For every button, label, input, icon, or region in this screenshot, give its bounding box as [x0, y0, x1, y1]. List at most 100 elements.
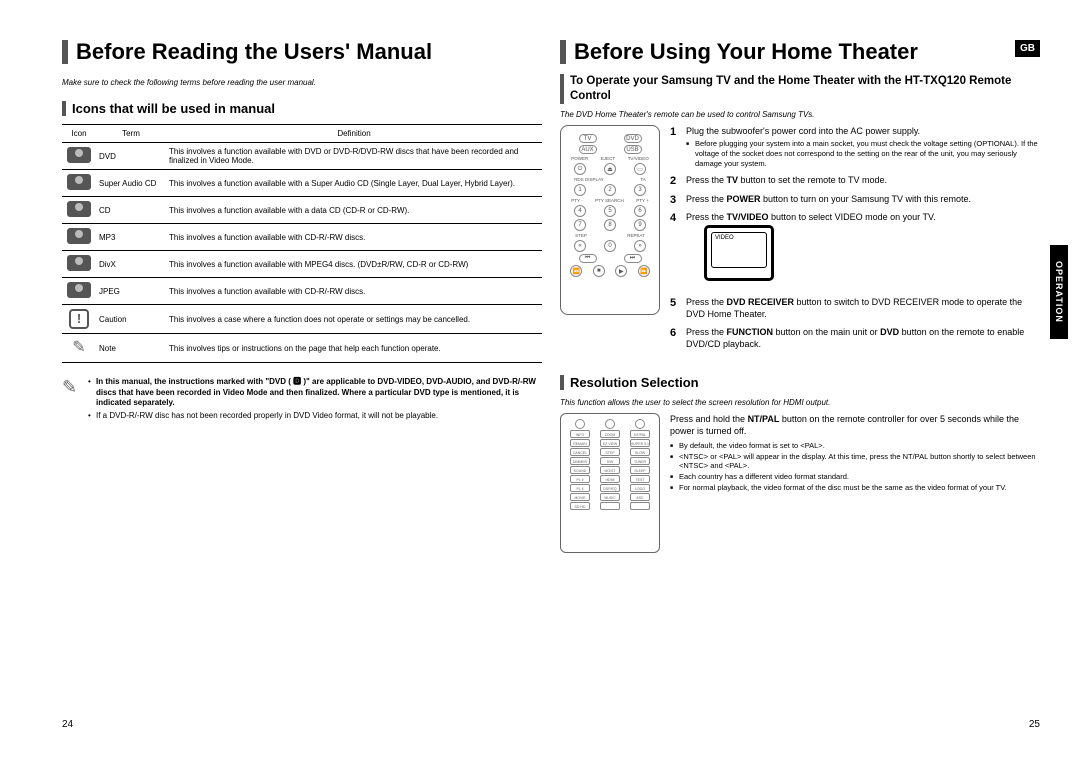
instruction-step: Plug the subwoofer's power cord into the… [670, 125, 1040, 168]
operation-tab: OPERATION [1050, 245, 1068, 339]
resolution-instruction: Press and hold the NT/PAL button on the … [670, 413, 1040, 437]
manual-note: In this manual, the instructions marked … [88, 377, 542, 408]
remote-key: STEP [600, 448, 620, 456]
caution-icon: ! [69, 309, 89, 329]
remote-key: DSP/EQ [600, 484, 620, 492]
th-term: Term [96, 125, 166, 143]
resolution-note: For normal playback, the video format of… [670, 483, 1040, 493]
remote-key [630, 502, 650, 510]
operate-section: TVDVD AUXUSB POWEREJECTTV/VIDEO ⏻⏏▭ RDS … [560, 125, 1040, 357]
mp3-icon [67, 228, 91, 244]
remote-key: MOVIE [570, 493, 590, 501]
remote-key: SLEEP [630, 466, 650, 474]
remote-key: EZ VIEW [600, 439, 620, 447]
remote-key: MO/ST [600, 466, 620, 474]
remote-key: SD HD [570, 502, 590, 510]
table-row: DivXThis involves a function available w… [62, 251, 542, 278]
table-row: Super Audio CDThis involves a function a… [62, 170, 542, 197]
remote-key: SOUND EDIT [570, 466, 590, 474]
table-row: MP3This involves a function available wi… [62, 224, 542, 251]
remote-key: CANCEL [570, 448, 590, 456]
remote-key: PL II MODE [570, 475, 590, 483]
definition-cell: This involves a function available with … [166, 170, 542, 197]
remote-key: LOGO [630, 484, 650, 492]
jpeg-icon [67, 282, 91, 298]
left-intro: Make sure to check the following terms b… [62, 78, 542, 87]
remote-key: ASC [630, 493, 650, 501]
manual-note: If a DVD-R/-RW disc has not been recorde… [88, 411, 542, 421]
term-cell: Caution [96, 305, 166, 334]
resolution-section: INFO ZOOM NT/PAL REMAIN EZ VIEW SUPER 5.1 CANC… [560, 413, 1040, 553]
right-intro-2: This function allows the user to select … [560, 398, 1040, 407]
table-row: ! CautionThis involves a case where a fun… [62, 305, 542, 334]
resolution-note: By default, the video format is set to <… [670, 441, 1040, 451]
right-intro-1: The DVD Home Theater's remote can be use… [560, 110, 1040, 119]
th-icon: Icon [62, 125, 96, 143]
table-row: DVDThis involves a function available wi… [62, 143, 542, 170]
term-cell: CD [96, 197, 166, 224]
right-subheading-1: To Operate your Samsung TV and the Home … [560, 74, 1040, 104]
cd-icon [67, 201, 91, 217]
divx-icon [67, 255, 91, 271]
remote-key: TEST TONE [630, 475, 650, 483]
remote-aux-btn: AUX [579, 145, 597, 154]
remote-top-illustration: TVDVD AUXUSB POWEREJECTTV/VIDEO ⏻⏏▭ RDS … [560, 125, 660, 357]
th-def: Definition [166, 125, 542, 143]
remote-usb-btn: USB [624, 145, 642, 154]
remote-dvd-btn: DVD [624, 134, 642, 143]
definition-cell: This involves a function available with … [166, 251, 542, 278]
sub-note: Before plugging your system into a main … [686, 139, 1040, 168]
dvd-icon [67, 147, 91, 163]
tv-screen-icon: VIDEO [704, 225, 774, 281]
note-icon: ✎ [69, 338, 89, 358]
right-page-number: 25 [1029, 719, 1040, 730]
remote-key: SUPER 5.1 [630, 439, 650, 447]
manual-notes: ✎ In this manual, the instructions marke… [62, 377, 542, 425]
term-cell: JPEG [96, 278, 166, 305]
definition-cell: This involves a case where a function do… [166, 305, 542, 334]
remote-key: PL II EFFECT [570, 484, 590, 492]
instruction-step: Press the DVD RECEIVER button to switch … [670, 296, 1040, 320]
remote-bottom-illustration: INFO ZOOM NT/PAL REMAIN EZ VIEW SUPER 5.1 CANC… [560, 413, 660, 553]
right-page: Before Using Your Home Theater GB OPERAT… [560, 40, 1040, 730]
table-row: ✎ NoteThis involves tips or instructions … [62, 334, 542, 363]
remote-key: S/W LEVEL [600, 457, 620, 465]
remote-key: INFO [570, 430, 590, 438]
right-subheading-2: Resolution Selection [560, 375, 1040, 390]
remote-key: ZOOM [600, 430, 620, 438]
instruction-step: Press the POWER button to turn on your S… [670, 193, 1040, 205]
power-icon: ⏻ [574, 163, 586, 175]
icon-definition-table: Icon Term Definition DVDThis involves a … [62, 124, 542, 363]
note-icon: ✎ [62, 377, 88, 425]
remote-key: TUNER MEMORY [630, 457, 650, 465]
remote-key: NT/PAL [630, 430, 650, 438]
left-page-number: 24 [62, 719, 73, 730]
resolution-note: <NTSC> or <PAL> will appear in the displ… [670, 452, 1040, 472]
remote-key: SLOW [630, 448, 650, 456]
definition-cell: This involves a function available with … [166, 278, 542, 305]
term-cell: Super Audio CD [96, 170, 166, 197]
tvvideo-icon: ▭ [634, 163, 646, 175]
instruction-step: Press the TV button to set the remote to… [670, 174, 1040, 186]
remote-key [600, 502, 620, 510]
remote-key: MUSIC [600, 493, 620, 501]
term-cell: DVD [96, 143, 166, 170]
remote-key: HDMI AUDIO [600, 475, 620, 483]
gb-badge: GB [1015, 40, 1040, 57]
instruction-step: Press the FUNCTION button on the main un… [670, 326, 1040, 350]
definition-cell: This involves a function available with … [166, 197, 542, 224]
remote-key: REMAIN [570, 439, 590, 447]
definition-cell: This involves a function available with … [166, 143, 542, 170]
instruction-step: Press the TV/VIDEO button to select VIDE… [670, 211, 1040, 290]
term-cell: Note [96, 334, 166, 363]
term-cell: DivX [96, 251, 166, 278]
right-heading: Before Using Your Home Theater [560, 40, 1040, 64]
remote-tv-btn: TV [579, 134, 597, 143]
table-row: JPEGThis involves a function available w… [62, 278, 542, 305]
definition-cell: This involves tips or instructions on th… [166, 334, 542, 363]
left-page: Before Reading the Users' Manual Make su… [62, 40, 542, 730]
left-heading: Before Reading the Users' Manual [62, 40, 542, 64]
left-subheading: Icons that will be used in manual [62, 101, 542, 116]
definition-cell: This involves a function available with … [166, 224, 542, 251]
super-audio-cd-icon [67, 174, 91, 190]
